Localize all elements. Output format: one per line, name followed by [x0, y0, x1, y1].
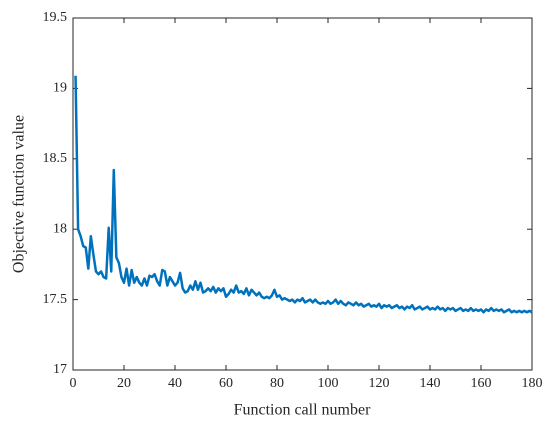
y-tick-label: 18.5 [43, 151, 68, 166]
y-tick-label: 19 [53, 81, 67, 96]
data-line [74, 75, 533, 314]
y-tick-label: 17.5 [43, 292, 68, 307]
x-tick-label: 140 [420, 376, 441, 391]
plot-frame [72, 17, 533, 371]
x-tick-label: 180 [522, 376, 543, 391]
y-tick-label: 19.5 [43, 10, 68, 25]
x-tick-label: 120 [369, 376, 390, 391]
x-axis-label: Function call number [234, 402, 372, 419]
x-tick-label: 100 [318, 376, 339, 391]
x-tick-label: 0 [70, 376, 77, 391]
x-tick-label: 20 [117, 376, 131, 391]
y-tick-label: 17 [53, 362, 67, 377]
x-tick-label: 40 [168, 376, 182, 391]
y-tick-label: 18 [53, 221, 67, 236]
y-axis-label: Objective function value [11, 115, 28, 273]
x-tick-label: 160 [471, 376, 492, 391]
x-tick-label: 80 [270, 376, 284, 391]
x-tick-label: 60 [219, 376, 233, 391]
